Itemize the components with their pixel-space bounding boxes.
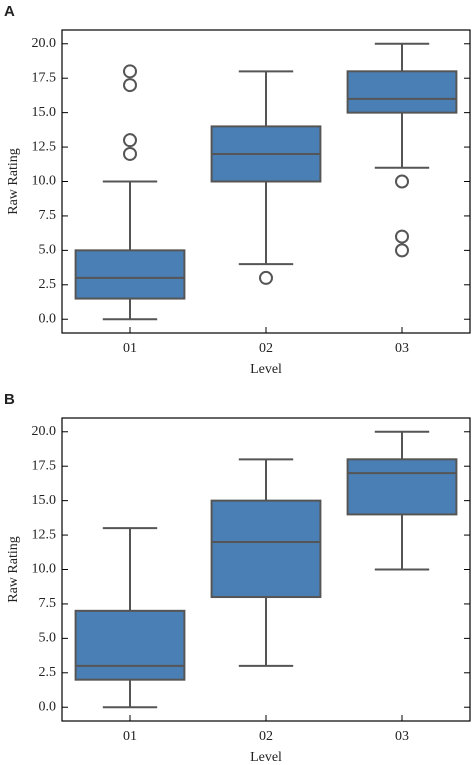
y-tick-label: 12.5 [32,139,57,154]
outlier [123,146,137,161]
x-tick-label: 02 [259,341,273,356]
outlier [395,243,409,258]
y-tick-label: 0.0 [39,311,57,326]
x-tick-label: 01 [123,341,137,356]
x-tick-label: 02 [259,729,273,744]
panel-label: B [4,391,15,408]
box [346,70,458,114]
y-tick-label: 5.0 [39,243,57,258]
outlier [123,64,137,79]
box [74,249,186,300]
x-tick-label: 03 [395,729,409,744]
y-tick-label: 5.0 [39,631,57,646]
box [74,609,186,681]
y-tick-label: 0.0 [39,699,57,714]
outlier [395,174,409,189]
y-axis-label: Raw Rating [6,536,21,603]
y-tick-label: 20.0 [32,424,57,439]
plot-frame [61,29,471,334]
y-tick-label: 10.0 [32,174,57,189]
y-tick-label: 2.5 [39,665,57,680]
box [346,458,458,516]
outlier [123,78,137,93]
y-tick-label: 15.0 [32,105,57,120]
box [210,499,322,599]
plot-frame [61,417,471,722]
y-tick-label: 10.0 [32,562,57,577]
y-tick-label: 17.5 [32,458,57,473]
outlier [259,270,273,285]
y-tick-label: 15.0 [32,493,57,508]
x-tick-label: 01 [123,729,137,744]
panel-label: A [4,3,15,20]
y-tick-label: 7.5 [39,208,57,223]
y-tick-label: 17.5 [32,70,57,85]
y-tick-label: 12.5 [32,527,57,542]
y-tick-label: 7.5 [39,596,57,611]
y-tick-label: 20.0 [32,36,57,51]
x-tick-label: 03 [395,341,409,356]
x-axis-label: Level [250,362,282,377]
outlier [123,133,137,148]
outlier [395,229,409,244]
y-axis-label: Raw Rating [6,148,21,215]
x-axis-label: Level [250,750,282,765]
y-tick-label: 2.5 [39,277,57,292]
